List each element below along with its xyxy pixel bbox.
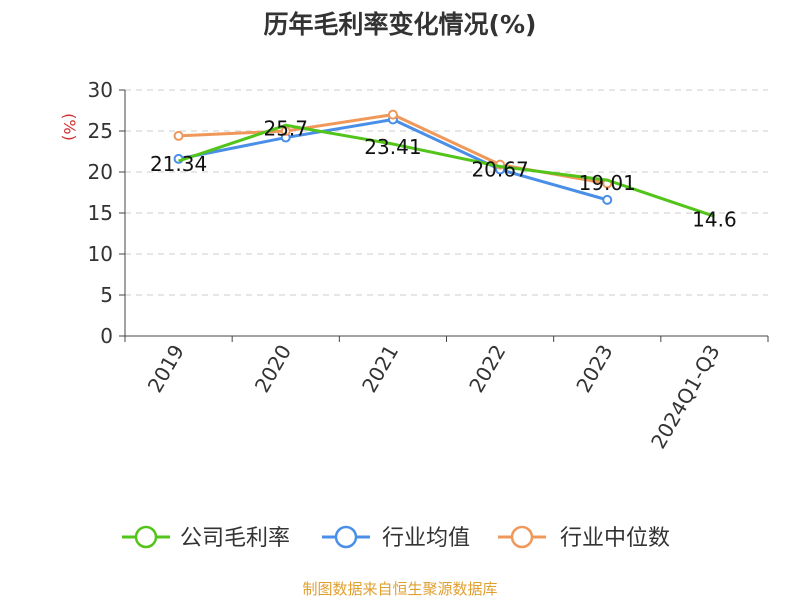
data-label: 14.6 [692, 207, 737, 231]
data-label: 19.01 [579, 171, 636, 195]
y-tick-label: 0 [100, 324, 113, 348]
y-tick-label: 20 [88, 160, 113, 184]
series-point-2 [280, 126, 291, 136]
legend-label-0: 公司毛利率 [180, 526, 290, 551]
chart-title: 历年毛利率变化情况(%) [264, 10, 537, 39]
legend-label-1: 行业均值 [382, 526, 470, 551]
legend: 公司毛利率 行业均值 行业中位数 [122, 525, 670, 551]
data-labels: 21.34 25.7 23.41 20.67 19.01 14.6 [150, 116, 737, 231]
data-label: 20.67 [471, 158, 528, 182]
y-tick-label: 5 [100, 283, 113, 307]
legend-label-2: 行业中位数 [560, 526, 670, 551]
series-point-1 [602, 194, 613, 205]
y-axis-label: (%) [60, 113, 79, 141]
y-tick-label: 25 [88, 119, 113, 143]
x-tick-label: 2021 [357, 341, 403, 397]
series-point-2 [173, 130, 184, 141]
x-tick-label: 2024Q1-Q3 [646, 341, 725, 453]
legend-marker-2 [510, 525, 534, 549]
source-note: 制图数据来自恒生聚源数据库 [302, 580, 498, 598]
data-label: 21.34 [150, 152, 207, 176]
legend-marker-0 [134, 525, 158, 549]
series-point-2 [387, 109, 398, 120]
x-tick-label: 2023 [571, 341, 617, 397]
x-tick-label: 2019 [143, 341, 189, 397]
gridlines [125, 89, 768, 296]
data-label: 25.7 [263, 116, 308, 140]
x-tick-label: 2022 [464, 341, 510, 397]
series-layer [173, 109, 715, 218]
y-tick-label: 30 [88, 78, 113, 102]
data-label: 23.41 [364, 135, 421, 159]
x-tick-label: 2020 [250, 341, 296, 397]
y-tick-label: 15 [88, 201, 113, 225]
legend-marker-1 [334, 525, 358, 549]
series-line-0 [178, 123, 715, 218]
y-tick-label: 10 [88, 242, 113, 266]
